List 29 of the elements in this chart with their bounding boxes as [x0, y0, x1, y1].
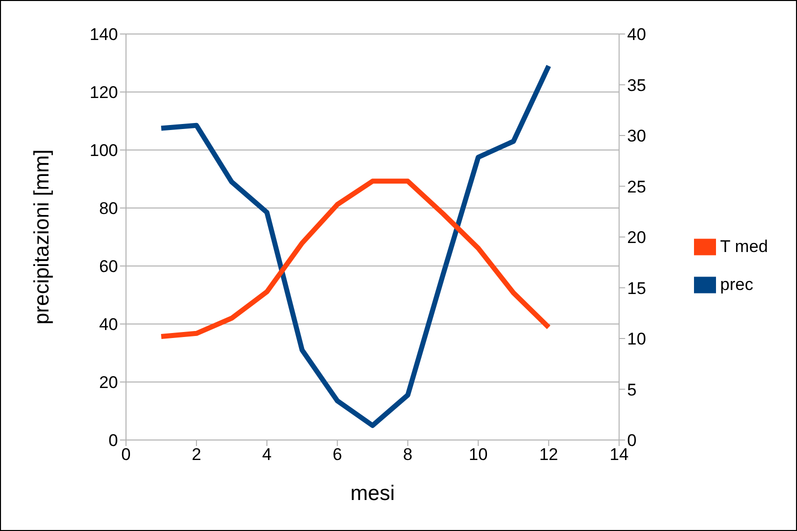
x-tick-label: 14 — [610, 445, 629, 464]
y2-tick-label: 35 — [627, 76, 646, 95]
y-tick-label: 40 — [99, 315, 118, 334]
x-tick-label: 6 — [332, 445, 342, 464]
y2-tick-label: 0 — [627, 431, 637, 450]
legend-label: T med — [720, 236, 768, 256]
x-tick-label: 2 — [192, 445, 202, 464]
x-tick-label: 8 — [403, 445, 413, 464]
y-tick-label: 140 — [90, 25, 118, 44]
y2-tick-label: 15 — [627, 278, 646, 298]
y-tick-label: 100 — [90, 141, 118, 160]
y-tick-label: 80 — [99, 199, 118, 218]
y2-tick-label: 20 — [627, 228, 646, 248]
legend-label: prec — [720, 274, 754, 294]
y-tick-label: 120 — [90, 83, 118, 102]
y2-tick-label: 25 — [627, 177, 646, 196]
x-tick-label: 4 — [262, 445, 272, 464]
y-tick-label: 20 — [99, 373, 118, 392]
y2-tick-label: 30 — [627, 126, 646, 146]
x-tick-label: 12 — [539, 445, 558, 464]
y2-tick-label: 5 — [627, 380, 637, 400]
y2-tick-label: 40 — [627, 25, 646, 44]
y-tick-label: 60 — [99, 257, 118, 276]
y2-tick-label: 10 — [627, 330, 646, 349]
x-tick-label: 0 — [121, 445, 131, 464]
y-axis-title: precipitazioni [mm] — [30, 149, 54, 325]
x-axis-title: mesi — [350, 482, 395, 505]
y-tick-label: 0 — [108, 431, 118, 450]
x-tick-label: 10 — [468, 445, 488, 464]
